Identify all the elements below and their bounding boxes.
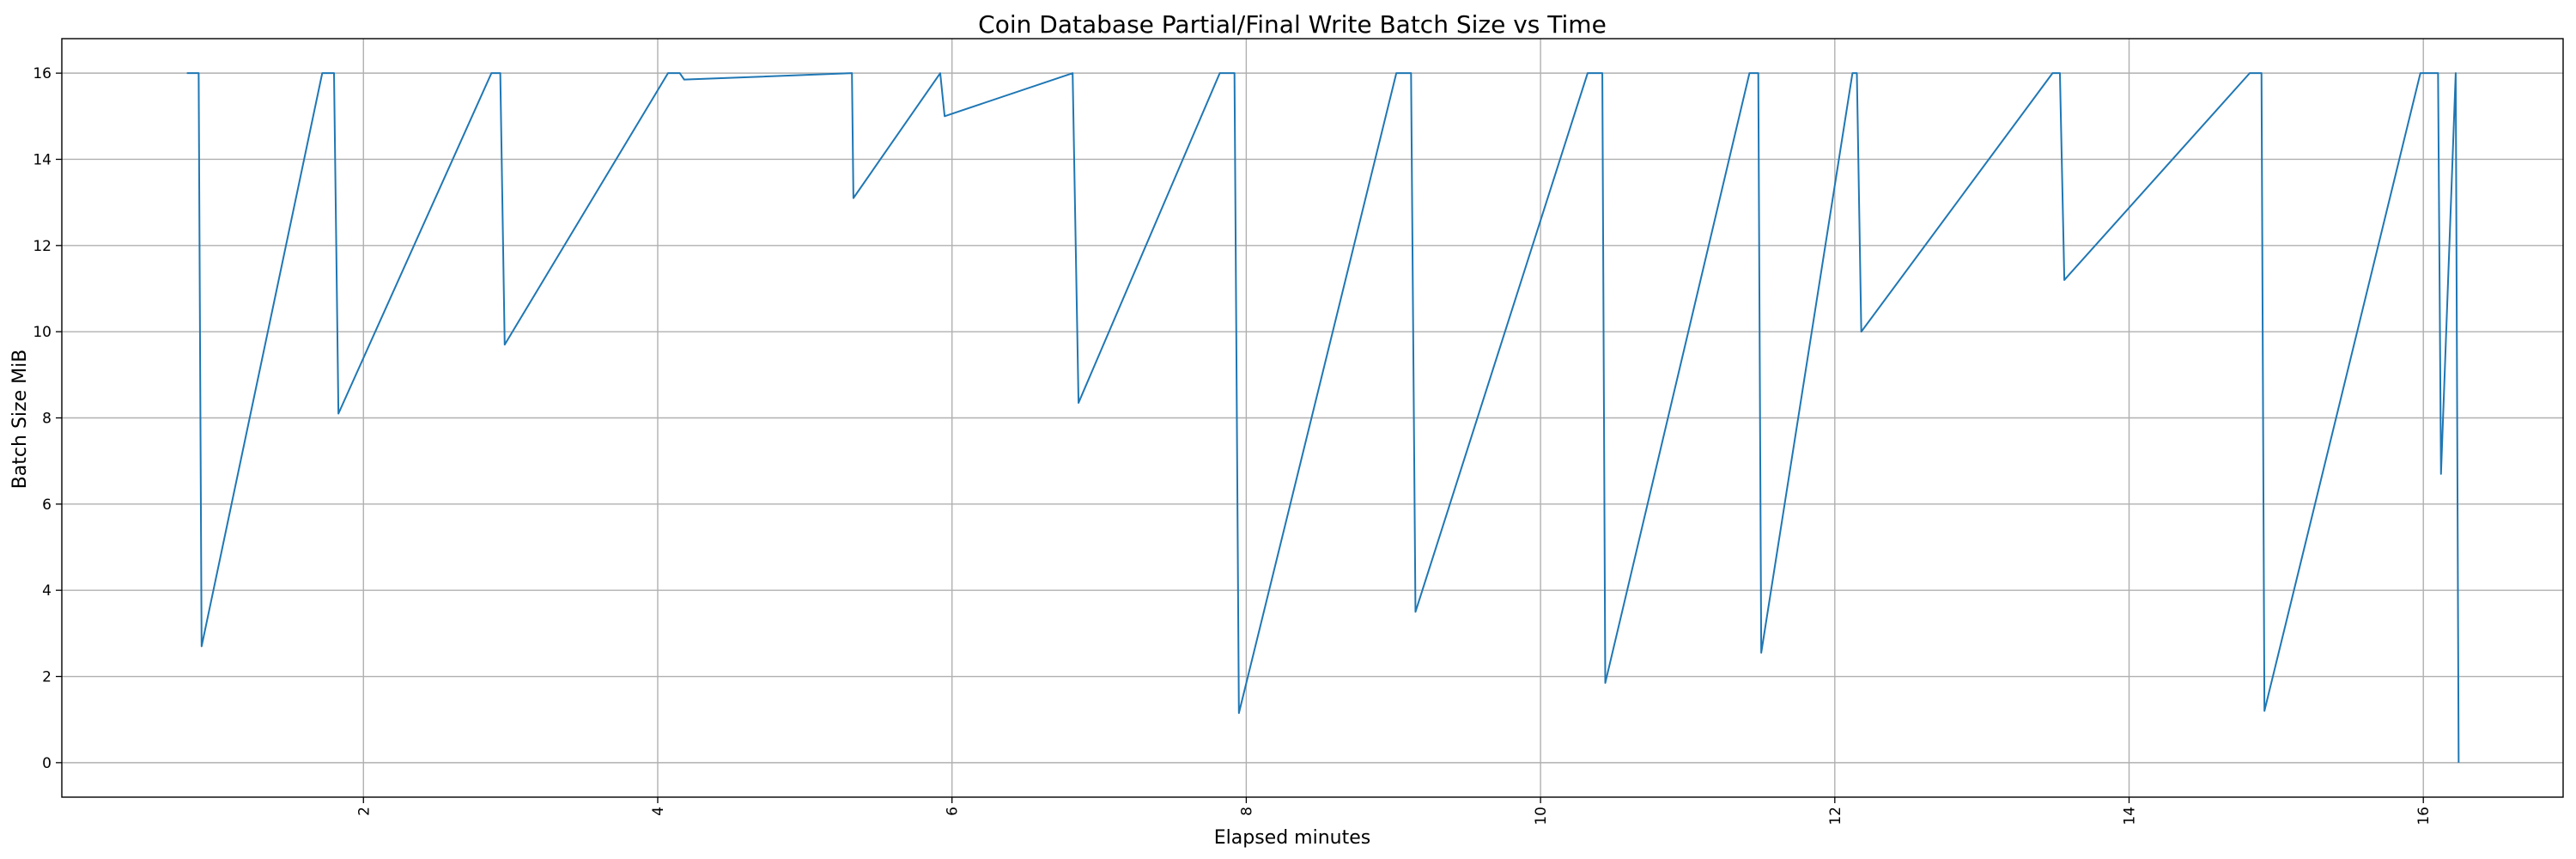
chart-title: Coin Database Partial/Final Write Batch …	[978, 10, 1607, 39]
x-tick-label: 4	[650, 807, 667, 816]
x-tick-label: 2	[355, 807, 373, 816]
y-tick-label: 16	[33, 65, 52, 82]
y-tick-label: 10	[33, 324, 52, 341]
y-axis-ticks: 0 2 4 6 8 10 12 14 16	[33, 65, 62, 772]
x-axis-ticks: 2 4 6 8 10 12 14 16	[355, 797, 2433, 825]
x-tick-label: 8	[1238, 807, 1255, 816]
y-axis-label: Batch Size MiB	[9, 350, 31, 490]
y-tick-label: 14	[33, 151, 52, 168]
series-layer	[186, 72, 2460, 763]
x-tick-label: 16	[2415, 807, 2433, 825]
y-tick-label: 8	[42, 411, 52, 428]
grid-lines	[62, 39, 2563, 797]
y-tick-label: 12	[33, 238, 52, 255]
x-tick-label: 14	[2122, 807, 2139, 825]
y-tick-label: 4	[42, 582, 52, 600]
series-line-batch-size	[186, 72, 2460, 763]
x-axis-label: Elapsed minutes	[1214, 827, 1370, 849]
x-tick-label: 10	[1533, 807, 1550, 825]
y-tick-label: 2	[42, 669, 52, 686]
x-tick-label: 12	[1827, 807, 1844, 825]
y-tick-label: 0	[42, 755, 52, 772]
y-tick-label: 6	[42, 497, 52, 514]
x-tick-label: 6	[945, 807, 962, 816]
